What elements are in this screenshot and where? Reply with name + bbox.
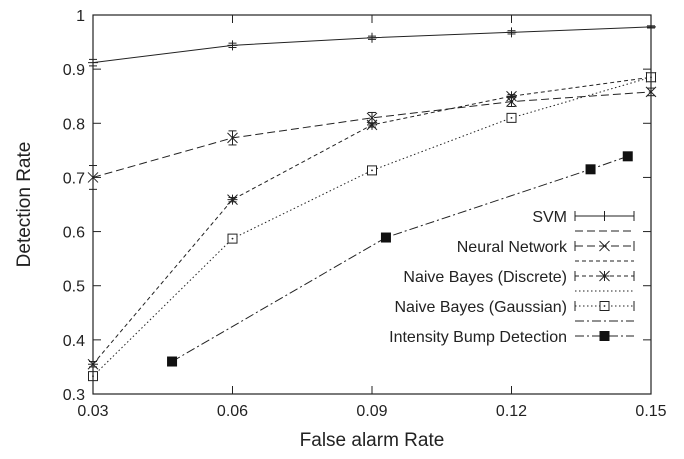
data-point bbox=[366, 119, 378, 131]
square-marker-dot bbox=[510, 116, 513, 119]
x-axis-label: False alarm Rate bbox=[300, 430, 445, 451]
asterisk-marker bbox=[227, 194, 238, 205]
y-tick-label: 0.3 bbox=[63, 387, 85, 404]
data-point bbox=[227, 233, 238, 244]
x-tick-label: 0.12 bbox=[496, 403, 527, 420]
legend-label: SVM bbox=[532, 209, 567, 226]
data-point bbox=[585, 164, 596, 175]
data-point bbox=[380, 232, 391, 243]
axis-ticks: 0.03 0.06 0.09 0.12 0.15 0.3 0.4 0.5 0.6 0.7 0.8 0.… bbox=[63, 8, 667, 420]
x-tick-label: 0.03 bbox=[77, 403, 108, 420]
filled-square-marker bbox=[585, 164, 596, 175]
data-point bbox=[367, 165, 377, 176]
x-marker bbox=[599, 240, 610, 252]
legend-label: Naive Bayes (Gaussian) bbox=[394, 299, 567, 316]
y-tick-label: 0.4 bbox=[63, 333, 85, 350]
data-point bbox=[506, 27, 517, 38]
square-marker-dot bbox=[371, 169, 373, 172]
y-tick-label: 0.5 bbox=[63, 279, 85, 296]
series-intensity-bump-detection bbox=[167, 151, 633, 367]
y-tick-label: 0.9 bbox=[63, 62, 85, 79]
plot-frame bbox=[92, 14, 652, 395]
legend: SVM Neural Network Naive Bayes (Discrete) N… bbox=[389, 209, 635, 346]
data-point bbox=[227, 132, 238, 144]
filled-square-marker bbox=[380, 232, 391, 243]
series-line bbox=[92, 91, 652, 178]
series-line bbox=[92, 76, 652, 377]
filled-square-marker bbox=[622, 151, 633, 162]
data-point bbox=[227, 194, 238, 205]
legend-label: Naive Bayes (Discrete) bbox=[403, 269, 567, 286]
legend-label: Neural Network bbox=[457, 239, 568, 256]
data-point bbox=[367, 32, 377, 43]
square-marker-dot bbox=[603, 305, 606, 307]
x-marker bbox=[227, 132, 238, 144]
data-point bbox=[227, 40, 238, 51]
y-tick-label: 0.6 bbox=[63, 225, 85, 242]
filled-square-marker bbox=[167, 356, 178, 367]
legend-label: Intensity Bump Detection bbox=[389, 329, 567, 346]
data-point bbox=[622, 151, 633, 162]
asterisk-marker bbox=[599, 270, 610, 282]
data-point bbox=[506, 90, 517, 102]
data-point bbox=[506, 112, 517, 123]
series-svm bbox=[88, 21, 656, 68]
data-point bbox=[167, 356, 178, 367]
x-tick-label: 0.15 bbox=[635, 403, 666, 420]
series-layer bbox=[87, 21, 657, 382]
y-tick-label: 0.7 bbox=[63, 170, 85, 187]
asterisk-marker bbox=[366, 119, 378, 131]
series-line bbox=[171, 155, 628, 362]
x-tick-label: 0.09 bbox=[356, 403, 387, 420]
y-tick-label: 0.8 bbox=[63, 116, 85, 133]
y-axis-label: Detection Rate bbox=[14, 142, 35, 268]
x-tick-label: 0.06 bbox=[217, 403, 248, 420]
asterisk-marker bbox=[506, 90, 517, 102]
square-marker-dot bbox=[231, 237, 234, 240]
series-line bbox=[92, 26, 652, 64]
series-neural-network bbox=[87, 86, 657, 190]
filled-square-marker bbox=[599, 331, 610, 341]
y-tick-label: 1 bbox=[76, 8, 85, 25]
